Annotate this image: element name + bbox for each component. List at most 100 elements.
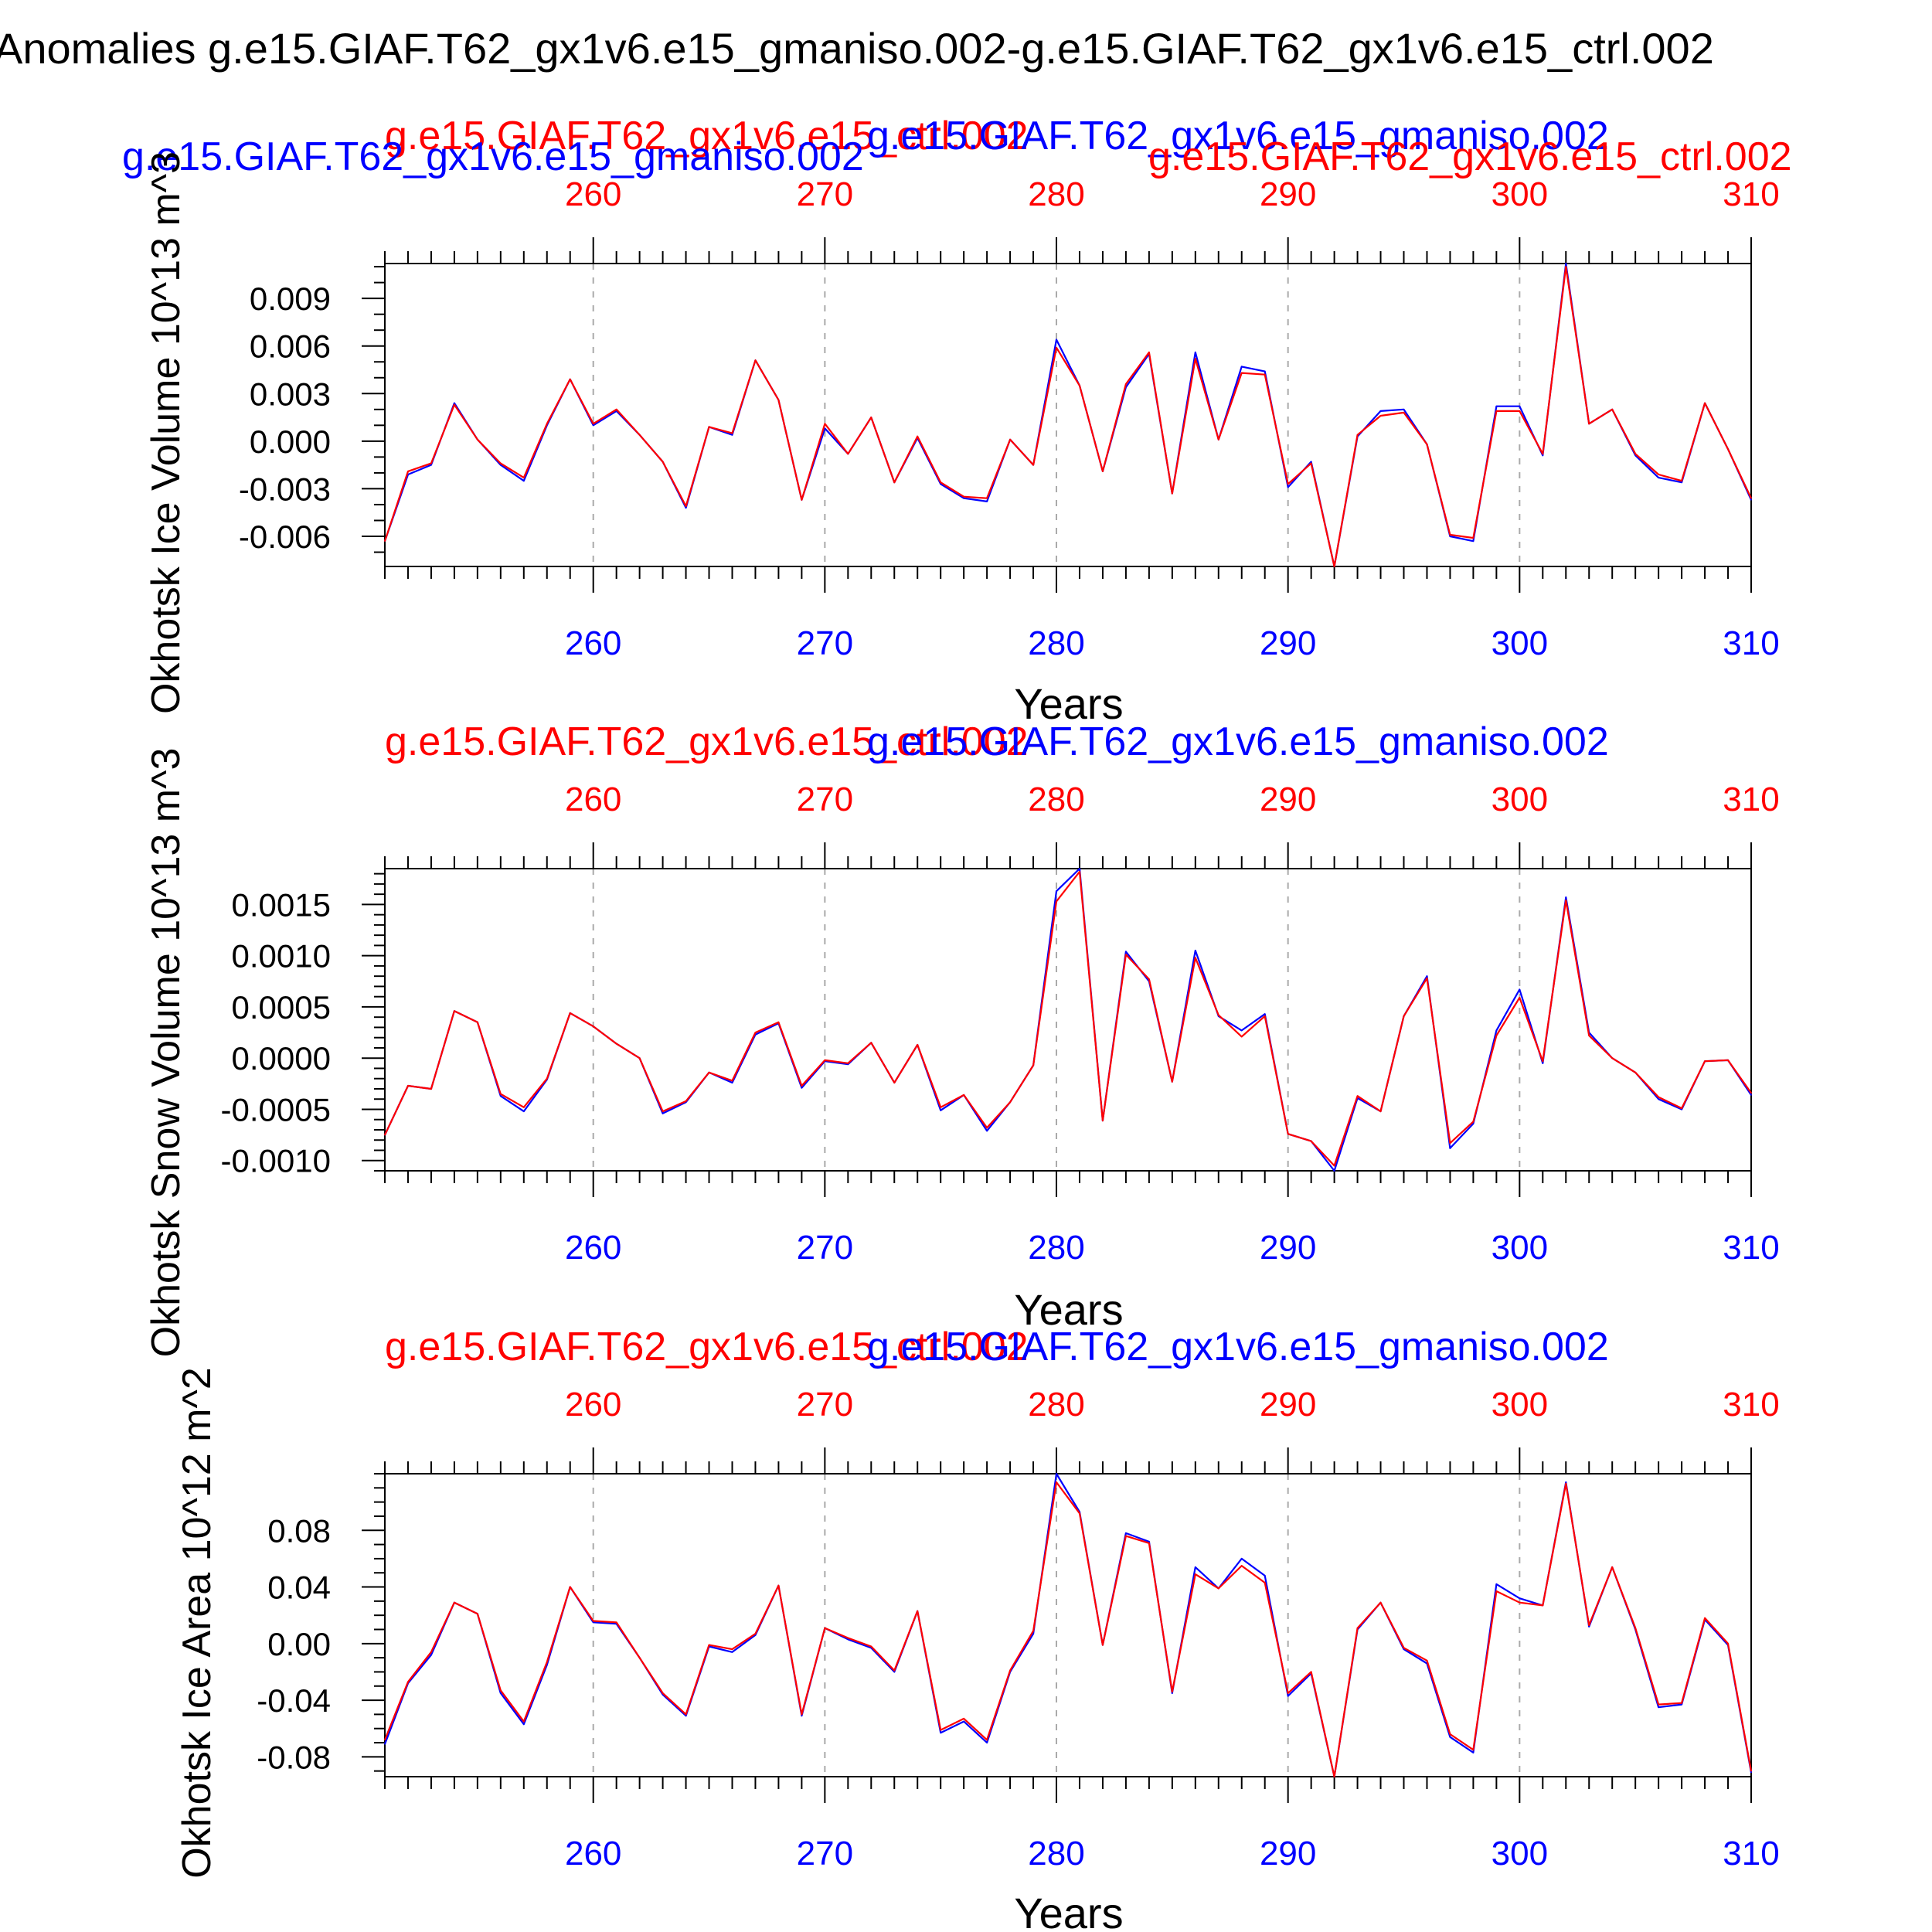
data-point-red xyxy=(454,1010,455,1012)
data-point-blue xyxy=(1195,1566,1196,1568)
data-point-red xyxy=(1310,1140,1312,1142)
data-point-red xyxy=(777,1584,780,1587)
y-tick-label: 0.08 xyxy=(267,1512,331,1549)
data-point-blue xyxy=(1125,1532,1127,1534)
data-point-red xyxy=(1727,1643,1729,1645)
data-point-red xyxy=(801,1713,803,1716)
data-point-blue xyxy=(1079,868,1080,869)
data-point-red xyxy=(1333,566,1335,567)
data-point-blue xyxy=(1750,1771,1752,1774)
x-tick-label-bottom: 290 xyxy=(1260,1835,1316,1872)
data-point-red xyxy=(477,1613,478,1615)
data-point-red xyxy=(1588,1624,1590,1626)
x-tick-label-top: 260 xyxy=(565,1386,621,1423)
data-point-red xyxy=(569,379,571,380)
data-point-red xyxy=(1379,1601,1382,1604)
data-point-red xyxy=(1634,1627,1636,1629)
data-point-red xyxy=(384,540,386,542)
data-point-red xyxy=(870,1042,872,1044)
x-tick-label-bottom: 260 xyxy=(565,624,621,662)
legend-ctrl-label: g.e15.GIAF.T62_gx1v6.e15_ctrl.002 xyxy=(385,1325,1029,1369)
data-point-blue xyxy=(592,424,594,427)
x-tick-label-top: 290 xyxy=(1260,781,1316,818)
figure-title: Anomalies g.e15.GIAF.T62_gx1v6.e15_gmani… xyxy=(0,24,1714,73)
data-point-red xyxy=(615,1621,617,1624)
data-point-blue xyxy=(1240,366,1243,368)
x-tick-label-top: 280 xyxy=(1028,175,1084,213)
x-tick-label-bottom: 270 xyxy=(797,624,853,662)
data-point-blue xyxy=(1032,1633,1034,1634)
data-point-red xyxy=(708,1071,710,1073)
data-point-blue xyxy=(986,1742,988,1743)
data-point-blue xyxy=(1287,1695,1289,1697)
data-point-blue xyxy=(1264,370,1266,372)
data-point-red xyxy=(592,1026,594,1027)
x-tick-label-bottom: 260 xyxy=(565,1229,621,1267)
data-point-red xyxy=(1472,1749,1475,1750)
y-tick-label: 0.009 xyxy=(250,281,331,317)
legend-exp-label: g.e15.GIAF.T62_gx1v6.e15_gmaniso.002 xyxy=(867,719,1609,764)
data-point-red xyxy=(1056,1481,1057,1483)
data-point-red xyxy=(1172,492,1173,495)
x-tick-label-top: 310 xyxy=(1723,781,1779,818)
data-point-red xyxy=(731,1648,733,1650)
data-point-red xyxy=(708,426,710,428)
data-point-blue xyxy=(986,501,988,502)
data-point-blue xyxy=(801,1715,803,1717)
y-tick-label: -0.006 xyxy=(239,519,331,555)
x-tick-label-top: 260 xyxy=(565,175,621,213)
panel-snow-volume: g.e15.GIAF.T62_gx1v6.e15_ctrl.002 g.e15.… xyxy=(144,719,1780,1357)
data-point-blue xyxy=(847,1638,849,1641)
data-point-blue xyxy=(893,1671,896,1673)
data-point-red xyxy=(430,1651,432,1653)
data-point-red xyxy=(893,481,896,484)
data-point-red xyxy=(1611,409,1614,410)
data-point-blue xyxy=(685,1715,687,1717)
plot-frame xyxy=(384,868,1752,1172)
data-point-red xyxy=(963,1718,964,1719)
legend-exp-label: g.e15.GIAF.T62_gx1v6.e15_gmaniso.002 xyxy=(867,1325,1609,1369)
data-point-red xyxy=(1240,1565,1243,1566)
x-tick-label-bottom: 260 xyxy=(565,1835,621,1872)
data-point-red xyxy=(685,1100,687,1102)
x-tick-label-top: 310 xyxy=(1723,175,1779,213)
data-point-red xyxy=(1264,373,1266,376)
data-point-red xyxy=(1403,1647,1405,1649)
data-point-red xyxy=(731,432,733,434)
data-point-red xyxy=(1495,410,1498,412)
data-point-red xyxy=(1102,471,1104,472)
data-point-red xyxy=(1333,1776,1335,1777)
data-point-red xyxy=(1287,483,1289,485)
data-point-red xyxy=(1727,1060,1729,1061)
data-point-blue xyxy=(1449,1736,1451,1738)
data-point-blue xyxy=(1472,540,1475,542)
x-axis-label: Years xyxy=(1014,1889,1123,1932)
data-point-red xyxy=(1565,266,1567,267)
x-tick-label-top: 270 xyxy=(797,1386,853,1423)
data-point-blue xyxy=(824,427,826,430)
x-tick-label-bottom: 300 xyxy=(1492,624,1548,662)
data-point-red xyxy=(1704,1617,1706,1619)
data-point-red xyxy=(1658,1703,1659,1706)
y-tick-label: 0.04 xyxy=(267,1570,331,1606)
data-point-red xyxy=(662,1692,664,1694)
data-point-red xyxy=(1217,1587,1219,1590)
legend-ctrl-label-second: g.e15.GIAF.T62_gx1v6.e15_ctrl.002 xyxy=(1148,134,1792,179)
data-point-red xyxy=(917,1610,919,1612)
data-point-red xyxy=(1750,1092,1752,1094)
data-point-red xyxy=(454,1601,455,1604)
x-tick-label-top: 310 xyxy=(1723,1386,1779,1423)
series-line-red xyxy=(384,870,1752,1167)
data-point-blue xyxy=(1287,486,1289,488)
data-point-blue xyxy=(522,1111,525,1112)
x-tick-label-bottom: 300 xyxy=(1492,1229,1548,1267)
data-point-red xyxy=(708,1644,710,1646)
data-point-blue xyxy=(1264,1575,1266,1577)
y-tick-label: 0.00 xyxy=(267,1626,331,1662)
data-point-red xyxy=(963,1094,964,1096)
data-point-blue xyxy=(454,402,455,404)
data-point-blue xyxy=(940,1110,941,1111)
data-point-red xyxy=(824,1060,826,1061)
data-point-red xyxy=(824,1627,826,1629)
data-point-red xyxy=(1195,957,1196,959)
